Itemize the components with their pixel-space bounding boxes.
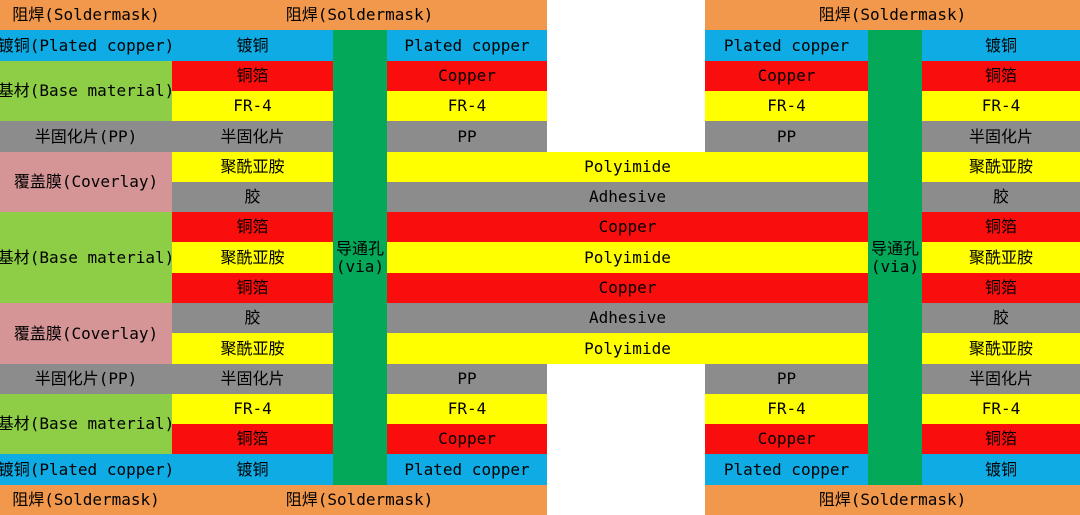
legend-base-material-top: 基材(Base material) <box>0 61 174 121</box>
layer-adhesive-1-left: 胶 <box>172 182 333 212</box>
layer-soldermask-bottom-left: 阻焊(Soldermask) <box>172 485 547 515</box>
layer-copper-flex-upper-right: 铜箔 <box>922 212 1080 242</box>
layer-pp-top-left-outer: 半固化片 <box>172 121 333 152</box>
layer-copper-bottom-left-inner: Copper <box>387 424 547 454</box>
layer-fr4-bottom-right-inner: FR-4 <box>705 394 868 424</box>
layer-copper-flex-lower-right: 铜箔 <box>922 273 1080 303</box>
layer-pp-top-right-outer: 半固化片 <box>922 121 1080 152</box>
layer-pp-bottom-left-outer: 半固化片 <box>172 364 333 394</box>
legend-base-material-bottom: 基材(Base material) <box>0 394 174 454</box>
legend-pp-bottom: 半固化片(PP) <box>0 364 172 394</box>
layer-adhesive-1-center: Adhesive <box>387 182 868 212</box>
layer-polyimide-1-right: 聚酰亚胺 <box>922 152 1080 182</box>
layer-copper-bottom-left-outer: 铜箔 <box>172 424 333 454</box>
layer-polyimide-core-left: 聚酰亚胺 <box>172 242 333 273</box>
layer-fr4-top-left-outer: FR-4 <box>172 91 333 121</box>
layer-copper-flex-lower-left: 铜箔 <box>172 273 333 303</box>
layer-pp-bottom-right-inner: PP <box>705 364 868 394</box>
layer-polyimide-2-left: 聚酰亚胺 <box>172 333 333 364</box>
legend-soldermask-top: 阻焊(Soldermask) <box>0 0 172 30</box>
layer-adhesive-2-right: 胶 <box>922 303 1080 333</box>
via-label-en: (via) <box>870 256 920 276</box>
via-column-right: 导通孔 (via) <box>868 30 922 485</box>
layer-plated-copper-top-left-inner: Plated copper <box>387 30 547 61</box>
layer-polyimide-1-center: Polyimide <box>387 152 868 182</box>
layer-adhesive-2-center: Adhesive <box>387 303 868 333</box>
layer-polyimide-core-center: Polyimide <box>387 242 868 273</box>
layer-copper-bottom-right-inner: Copper <box>705 424 868 454</box>
layer-pp-top-right-inner: PP <box>705 121 868 152</box>
layer-copper-top-right-inner: Copper <box>705 61 868 91</box>
layer-copper-bottom-right-outer: 铜箔 <box>922 424 1080 454</box>
legend-plated-copper-bottom: 镀铜(Plated copper) <box>0 454 174 485</box>
via-column-left: 导通孔 (via) <box>333 30 387 485</box>
layer-copper-flex-lower-center: Copper <box>387 273 868 303</box>
layer-copper-flex-upper-center: Copper <box>387 212 868 242</box>
layer-adhesive-1-right: 胶 <box>922 182 1080 212</box>
layer-plated-copper-top-right-outer: 镀铜 <box>922 30 1080 61</box>
legend-pp-top: 半固化片(PP) <box>0 121 172 152</box>
layer-soldermask-top-right: 阻焊(Soldermask) <box>705 0 1080 30</box>
layer-fr4-bottom-right-outer: FR-4 <box>922 394 1080 424</box>
layer-fr4-bottom-left-outer: FR-4 <box>172 394 333 424</box>
layer-plated-copper-bottom-right-inner: Plated copper <box>705 454 868 485</box>
layer-adhesive-2-left: 胶 <box>172 303 333 333</box>
legend-coverlay-top: 覆盖膜(Coverlay) <box>0 152 172 212</box>
legend-base-material-middle: 基材(Base material) <box>0 212 174 303</box>
layer-polyimide-2-center: Polyimide <box>387 333 868 364</box>
layer-soldermask-top-left: 阻焊(Soldermask) <box>172 0 547 30</box>
layer-plated-copper-bottom-left-outer: 镀铜 <box>172 454 333 485</box>
layer-fr4-top-right-inner: FR-4 <box>705 91 868 121</box>
layer-plated-copper-bottom-left-inner: Plated copper <box>387 454 547 485</box>
layer-soldermask-bottom-right: 阻焊(Soldermask) <box>705 485 1080 515</box>
legend-coverlay-bottom: 覆盖膜(Coverlay) <box>0 303 172 364</box>
via-label-cn: 导通孔 <box>335 238 384 258</box>
layer-polyimide-2-right: 聚酰亚胺 <box>922 333 1080 364</box>
layer-copper-top-left-inner: Copper <box>387 61 547 91</box>
layer-pp-bottom-left-inner: PP <box>387 364 547 394</box>
via-label-cn: 导通孔 <box>870 238 919 258</box>
layer-fr4-bottom-left-inner: FR-4 <box>387 394 547 424</box>
layer-plated-copper-bottom-right-outer: 镀铜 <box>922 454 1080 485</box>
layer-copper-top-left-outer: 铜箔 <box>172 61 333 91</box>
legend-soldermask-bottom: 阻焊(Soldermask) <box>0 485 172 515</box>
layer-plated-copper-top-right-inner: Plated copper <box>705 30 868 61</box>
layer-polyimide-core-right: 聚酰亚胺 <box>922 242 1080 273</box>
layer-pp-top-left-inner: PP <box>387 121 547 152</box>
layer-plated-copper-top-left-outer: 镀铜 <box>172 30 333 61</box>
via-label-en: (via) <box>335 256 385 276</box>
layer-copper-top-right-outer: 铜箔 <box>922 61 1080 91</box>
layer-pp-bottom-right-outer: 半固化片 <box>922 364 1080 394</box>
layer-copper-flex-upper-left: 铜箔 <box>172 212 333 242</box>
layer-fr4-top-left-inner: FR-4 <box>387 91 547 121</box>
legend-plated-copper-top: 镀铜(Plated copper) <box>0 30 174 61</box>
layer-polyimide-1-left: 聚酰亚胺 <box>172 152 333 182</box>
layer-fr4-top-right-outer: FR-4 <box>922 91 1080 121</box>
